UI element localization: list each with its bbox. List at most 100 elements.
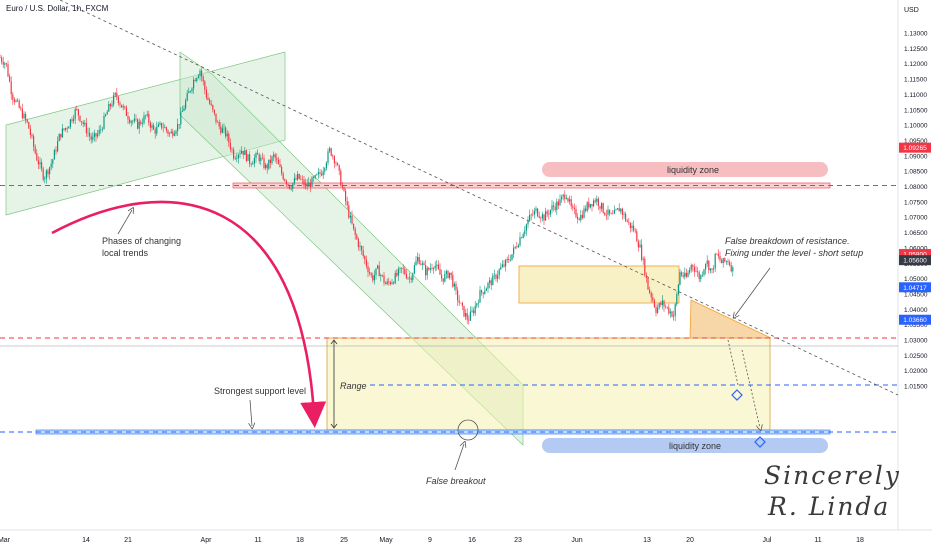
candle-body bbox=[370, 273, 372, 276]
candle-body bbox=[266, 164, 268, 169]
y-tick-label: 1.12500 bbox=[904, 46, 928, 53]
candle-body bbox=[524, 230, 526, 234]
candle-body bbox=[375, 268, 377, 276]
candle-body bbox=[641, 244, 643, 260]
candle-body bbox=[567, 198, 569, 202]
candle-body bbox=[345, 190, 347, 202]
candle-body bbox=[186, 93, 188, 101]
candle-body bbox=[180, 111, 182, 125]
support-pointer bbox=[250, 399, 252, 426]
candle-body bbox=[10, 81, 12, 95]
candle-body bbox=[561, 196, 563, 200]
candle-body bbox=[607, 209, 609, 215]
candle-body bbox=[609, 209, 611, 214]
y-tick-label: 1.01500 bbox=[904, 384, 928, 391]
candle-body bbox=[162, 127, 164, 129]
x-tick-label: May bbox=[379, 537, 393, 544]
candle-body bbox=[52, 159, 54, 164]
candle-body bbox=[197, 75, 199, 79]
candle-body bbox=[369, 272, 371, 274]
candle-body bbox=[642, 258, 644, 260]
candle-body bbox=[201, 70, 203, 77]
candle-body bbox=[241, 150, 243, 154]
liquidity-zone-bottom-label: liquidity zone bbox=[669, 441, 721, 451]
candle-body bbox=[311, 177, 313, 187]
candle-body bbox=[165, 127, 167, 131]
candle-body bbox=[189, 91, 191, 92]
candle-body bbox=[177, 123, 179, 132]
drawing-zones bbox=[5, 51, 831, 446]
candle-body bbox=[90, 136, 92, 140]
candle-body bbox=[276, 157, 278, 160]
candle-body bbox=[85, 122, 87, 134]
candle-body bbox=[509, 259, 511, 261]
candle-body bbox=[132, 121, 134, 122]
candle-body bbox=[7, 64, 9, 77]
candle-body bbox=[490, 280, 492, 286]
candle-body bbox=[274, 154, 276, 158]
candle-body bbox=[273, 154, 275, 157]
candle-body bbox=[437, 264, 439, 269]
time-axis[interactable]: Mar 14 21 Apr 11 18 25 May 9 16 23 Jun 13 20 Jul 11 18 bbox=[0, 529, 932, 544]
candle-body bbox=[421, 263, 423, 265]
candle-body bbox=[386, 281, 388, 285]
candle-body bbox=[530, 214, 532, 216]
candle-body bbox=[604, 212, 606, 215]
candle-body bbox=[325, 162, 327, 169]
candle-body bbox=[301, 179, 303, 180]
candle-body bbox=[157, 124, 159, 127]
candle-body bbox=[12, 94, 14, 100]
candle-body bbox=[81, 121, 83, 123]
signature-line2: R. Linda bbox=[768, 492, 891, 521]
candle-body bbox=[45, 170, 47, 179]
candle-body bbox=[431, 268, 433, 269]
candle-body bbox=[282, 173, 284, 180]
candle-body bbox=[226, 133, 228, 137]
price-candles bbox=[0, 54, 734, 325]
candle-body bbox=[9, 76, 11, 82]
candle-body bbox=[717, 253, 719, 256]
candle-body bbox=[125, 107, 127, 116]
candle-body bbox=[679, 272, 681, 285]
candle-body bbox=[361, 245, 363, 251]
candle-body bbox=[295, 178, 297, 180]
candle-body bbox=[183, 108, 185, 111]
candle-body bbox=[0, 57, 1, 59]
candle-body bbox=[130, 121, 132, 123]
candle-body bbox=[546, 211, 548, 214]
candle-body bbox=[148, 113, 150, 123]
candle-body bbox=[258, 154, 260, 162]
candle-body bbox=[378, 265, 380, 277]
y-tick-label: 1.13000 bbox=[904, 31, 928, 38]
x-tick-label: Jul bbox=[763, 537, 772, 544]
candle-body bbox=[485, 288, 487, 291]
candle-body bbox=[202, 76, 204, 82]
y-tick-label: 1.10000 bbox=[904, 123, 928, 130]
candle-body bbox=[497, 275, 499, 279]
candle-body bbox=[458, 300, 460, 303]
candle-body bbox=[60, 134, 62, 138]
candle-body bbox=[621, 208, 623, 215]
candle-body bbox=[108, 103, 110, 112]
candle-body bbox=[239, 153, 241, 155]
candle-body bbox=[49, 167, 51, 175]
candle-body bbox=[693, 266, 695, 272]
candle-body bbox=[684, 272, 686, 277]
x-tick-label: 25 bbox=[340, 537, 348, 544]
candle-body bbox=[585, 208, 587, 211]
candle-body bbox=[423, 263, 425, 266]
candle-body bbox=[706, 260, 708, 264]
y-tick-label: 1.07500 bbox=[904, 199, 928, 206]
candle-body bbox=[647, 277, 649, 290]
candle-body bbox=[677, 284, 679, 295]
price-axis[interactable]: USD 1.130001.125001.120001.115001.110001… bbox=[897, 0, 928, 530]
candle-body bbox=[365, 259, 367, 267]
candle-body bbox=[340, 170, 342, 186]
candle-body bbox=[156, 126, 158, 134]
candle-body bbox=[209, 99, 211, 104]
candle-body bbox=[703, 269, 705, 276]
false-breakdown-label-line1: False breakdown of resistance. bbox=[725, 236, 850, 246]
x-tick-labels: Mar 14 21 Apr 11 18 25 May 9 16 23 Jun 13 20 Jul 11 18 bbox=[0, 537, 864, 544]
